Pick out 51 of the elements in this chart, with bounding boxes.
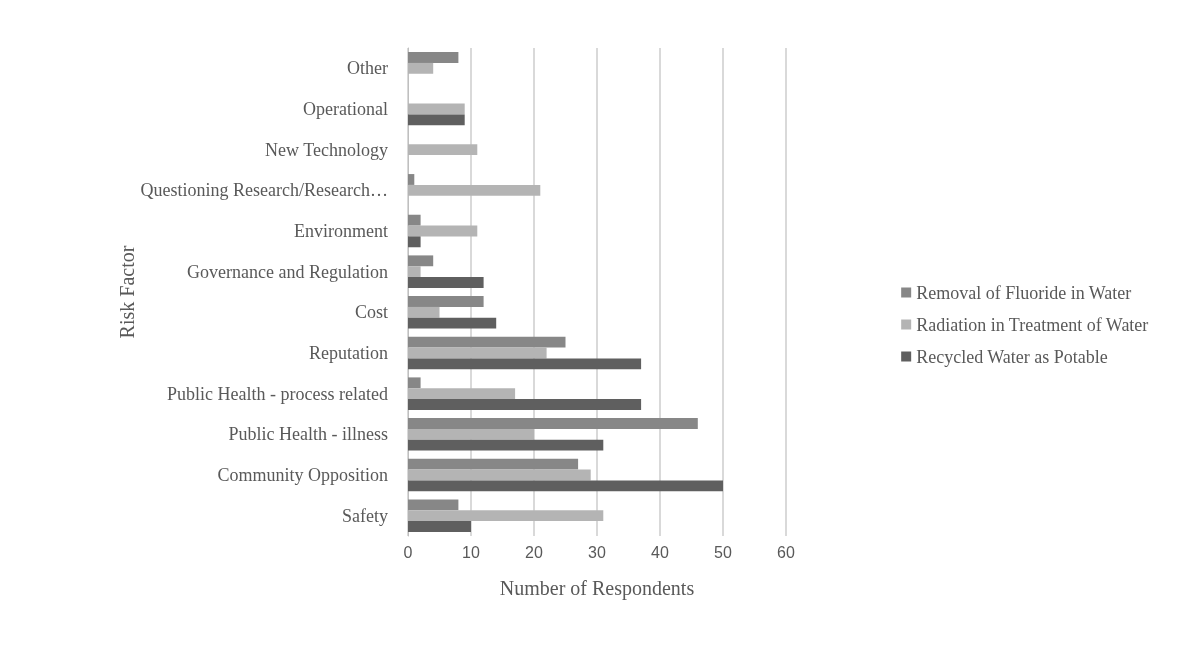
x-axis-title: Number of Respondents — [499, 577, 695, 600]
legend-label: Removal of Fluoride in Water — [916, 282, 1132, 303]
bar — [408, 336, 566, 348]
bar — [408, 439, 604, 451]
x-tick-label: 60 — [777, 543, 795, 561]
bar — [408, 255, 434, 267]
y-tick-label: Governance and Regulation — [187, 261, 388, 282]
y-tick-label: Operational — [303, 99, 388, 119]
y-tick-label: Other — [347, 58, 388, 79]
x-tick-label: 50 — [714, 543, 732, 561]
y-tick-label: Questioning Research/Research… — [140, 180, 388, 201]
x-tick-label: 40 — [651, 543, 669, 561]
x-tick-label: 0 — [403, 543, 413, 561]
y-tick-label: Cost — [354, 302, 388, 323]
y-tick-label: Environment — [294, 221, 388, 241]
x-tick-label: 20 — [525, 543, 543, 561]
bar — [408, 418, 698, 429]
y-tick-label: Public Health - illness — [228, 424, 388, 445]
y-tick-label: Public Health - process related — [167, 383, 388, 404]
bar — [408, 174, 415, 185]
bar — [408, 347, 547, 359]
x-tick-label: 30 — [588, 543, 606, 561]
bar — [408, 214, 421, 226]
bar — [408, 388, 516, 400]
bar — [408, 266, 421, 278]
bar — [408, 114, 465, 126]
bar — [408, 296, 484, 307]
bar — [408, 521, 471, 532]
bar — [408, 428, 534, 440]
legend-label: Radiation in Treatment of Water — [916, 314, 1149, 335]
bar — [408, 306, 440, 318]
bar — [408, 377, 421, 389]
bar — [408, 480, 723, 492]
bar — [408, 469, 591, 481]
bar — [408, 458, 579, 470]
bar — [408, 52, 459, 63]
y-tick-label: Reputation — [309, 343, 388, 363]
bar — [408, 358, 642, 370]
y-tick-label: Safety — [342, 505, 388, 526]
y-tick-label: Community Opposition — [217, 465, 388, 485]
y-tick-label: New Technology — [265, 139, 388, 160]
bar — [408, 277, 484, 288]
legend-label: Recycled Water as Potable — [916, 346, 1108, 367]
x-tick-label: 10 — [462, 543, 480, 561]
bar — [408, 510, 604, 522]
bar — [408, 399, 642, 410]
bar — [408, 317, 497, 329]
y-axis-title: Risk Factor — [115, 245, 138, 339]
bar — [408, 499, 459, 511]
bar — [408, 236, 421, 248]
bar — [408, 225, 478, 237]
